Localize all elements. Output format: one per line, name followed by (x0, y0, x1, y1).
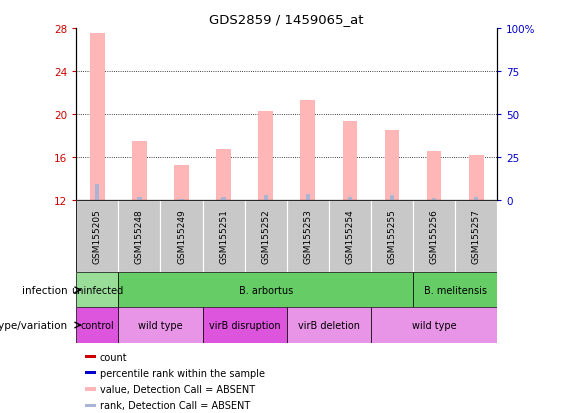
Bar (301, 101, 315, 200)
Bar (221, 197, 225, 200)
Bar (180, 199, 184, 200)
Bar (174, 166, 189, 200)
Bar (202, 308, 287, 343)
Bar (413, 273, 497, 308)
Text: GSM155205: GSM155205 (93, 209, 102, 264)
Bar (455, 200, 497, 273)
Text: GSM155254: GSM155254 (345, 209, 354, 264)
Bar (371, 200, 413, 273)
Text: GSM155256: GSM155256 (429, 209, 438, 264)
Text: genotype/variation: genotype/variation (0, 320, 68, 330)
Text: B. melitensis: B. melitensis (424, 285, 486, 295)
Bar (432, 198, 436, 200)
Text: rank, Detection Call = ABSENT: rank, Detection Call = ABSENT (100, 400, 250, 410)
Bar (119, 200, 160, 273)
Bar (85, 371, 96, 375)
Bar (306, 195, 310, 200)
Bar (371, 308, 497, 343)
Text: GSM155255: GSM155255 (388, 209, 397, 264)
Bar (85, 387, 96, 391)
Text: B. arbortus: B. arbortus (238, 285, 293, 295)
Bar (264, 196, 268, 200)
Text: GSM155252: GSM155252 (261, 209, 270, 264)
Bar (390, 196, 394, 200)
Bar (119, 273, 413, 308)
Bar (202, 200, 245, 273)
Text: wild type: wild type (412, 320, 457, 330)
Text: uninfected: uninfected (71, 285, 123, 295)
Bar (85, 404, 96, 407)
Bar (76, 273, 119, 308)
Text: GSM155257: GSM155257 (472, 209, 481, 264)
Text: wild type: wild type (138, 320, 182, 330)
Bar (329, 200, 371, 273)
Text: percentile rank within the sample: percentile rank within the sample (100, 368, 265, 378)
Bar (469, 155, 484, 200)
Bar (245, 200, 287, 273)
Bar (474, 197, 478, 200)
Text: value, Detection Call = ABSENT: value, Detection Call = ABSENT (100, 384, 255, 394)
Text: virB disruption: virB disruption (209, 320, 280, 330)
Text: control: control (80, 320, 114, 330)
Bar (287, 308, 371, 343)
Bar (137, 197, 141, 200)
Bar (385, 131, 399, 200)
Text: GSM155253: GSM155253 (303, 209, 312, 264)
Text: GSM155248: GSM155248 (135, 209, 144, 264)
Text: virB deletion: virB deletion (298, 320, 360, 330)
Text: count: count (100, 352, 128, 362)
Text: GSM155249: GSM155249 (177, 209, 186, 264)
Bar (287, 200, 329, 273)
Bar (95, 184, 99, 200)
Bar (427, 152, 441, 200)
Bar (76, 308, 119, 343)
Bar (119, 308, 202, 343)
Bar (258, 112, 273, 200)
Bar (348, 197, 352, 200)
Bar (413, 200, 455, 273)
Bar (342, 122, 357, 200)
Bar (216, 150, 231, 200)
Title: GDS2859 / 1459065_at: GDS2859 / 1459065_at (210, 13, 364, 26)
Text: GSM155251: GSM155251 (219, 209, 228, 264)
Bar (132, 141, 147, 200)
Bar (90, 34, 105, 200)
Text: infection: infection (22, 285, 68, 295)
Bar (85, 355, 96, 358)
Bar (160, 200, 202, 273)
Bar (76, 200, 119, 273)
